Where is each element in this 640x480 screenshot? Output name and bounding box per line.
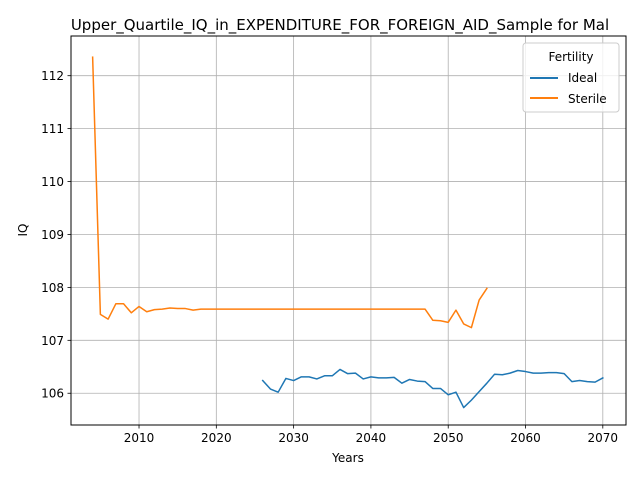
legend: Fertility Ideal Sterile: [522, 42, 620, 113]
x-tick-label: 2060: [510, 431, 541, 445]
y-axis-label: IQ: [16, 224, 30, 237]
legend-title: Fertility: [548, 50, 593, 64]
y-tick-label: 111: [41, 122, 64, 136]
x-tick-label: 2070: [588, 431, 619, 445]
y-tick-label: 109: [41, 228, 64, 242]
y-tick-label: 112: [41, 69, 64, 83]
plot-frame: [70, 35, 627, 426]
x-tick-label: 2010: [124, 431, 155, 445]
legend-box: [522, 42, 620, 113]
legend-label-sterile: Sterile: [568, 92, 607, 106]
y-tick-label: 107: [41, 334, 64, 348]
legend-label-ideal: Ideal: [568, 71, 597, 85]
series-lines: [91, 56, 604, 409]
x-tick-label: 2050: [433, 431, 464, 445]
series-line-ideal: [261, 368, 604, 409]
chart-title: Upper_Quartile_IQ_in_EXPENDITURE_FOR_FOR…: [71, 16, 609, 35]
y-tick-label: 110: [41, 175, 64, 189]
x-axis-ticks: 2010 2020 2030 2040 2050 2060 2070: [124, 425, 618, 445]
x-tick-label: 2020: [201, 431, 232, 445]
y-axis-ticks: 106 107 108 109 110 111 112: [41, 69, 71, 401]
y-tick-label: 108: [41, 281, 64, 295]
series-line-sterile: [91, 56, 488, 329]
x-tick-label: 2040: [356, 431, 387, 445]
x-tick-label: 2030: [278, 431, 309, 445]
grid: [71, 36, 626, 425]
x-axis-label: Years: [331, 451, 364, 465]
y-tick-label: 106: [41, 387, 64, 401]
